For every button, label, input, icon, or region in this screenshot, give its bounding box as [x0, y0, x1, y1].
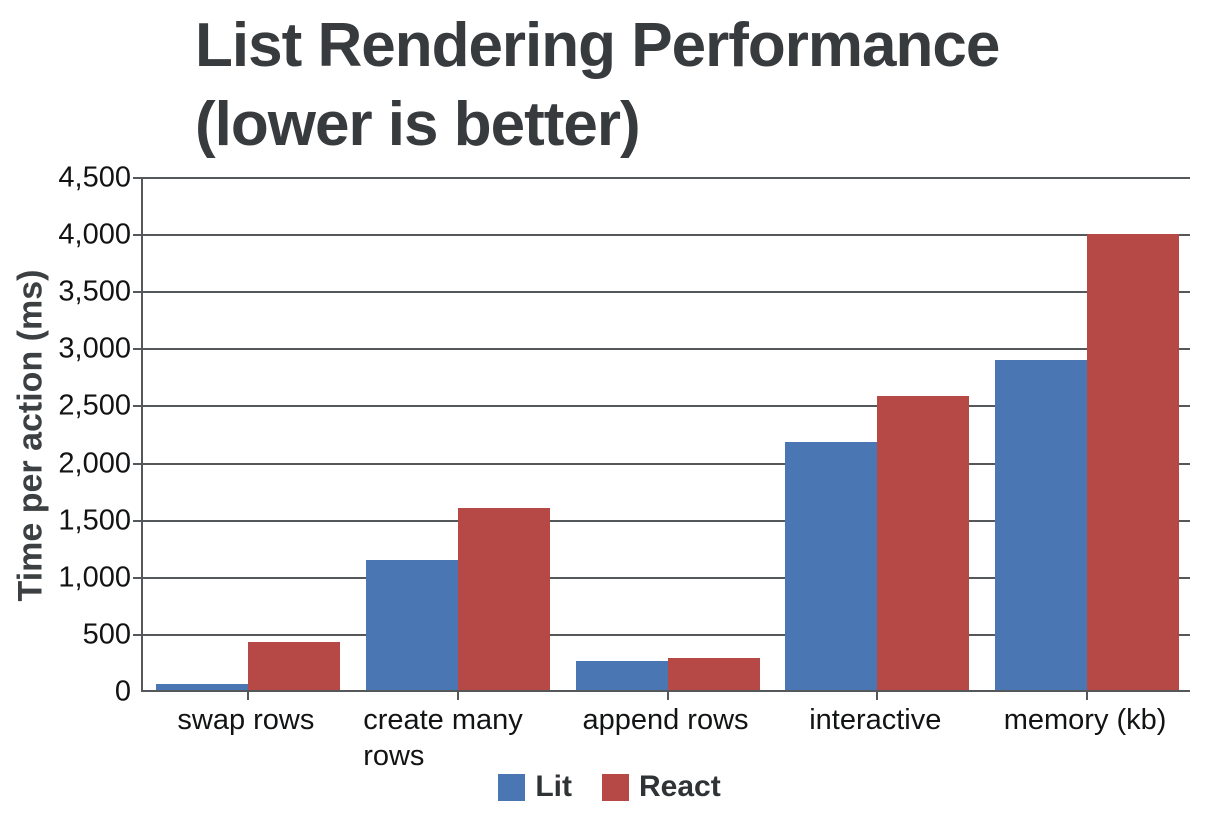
x-tick-swap-rows: [246, 692, 249, 700]
x-label-memory-kb: memory (kb): [1003, 704, 1167, 736]
bar-lit-swap-rows: [155, 684, 248, 690]
gridline-1000: [133, 576, 1190, 579]
gridline-2000: [133, 462, 1190, 465]
x-tick-interactive: [876, 692, 879, 700]
chart-title: List Rendering Performance (lower is bet…: [195, 6, 1000, 164]
x-label-create-many-rows: create many rows: [363, 704, 523, 772]
bar-lit-append-rows: [575, 661, 668, 690]
bar-lit-interactive: [785, 442, 878, 690]
bar-react-create-many-rows: [457, 508, 550, 690]
bar-react-memory-kb: [1087, 234, 1180, 690]
legend-label-lit: Lit: [535, 770, 572, 803]
x-axis-labels: swap rows create many rows append rows inte…: [141, 702, 1190, 774]
x-label-cell-memory-kb: memory (kb): [980, 702, 1190, 774]
x-label-interactive: interactive: [809, 704, 942, 736]
legend-item-lit: Lit: [498, 770, 572, 804]
y-tick-label-500: 500: [82, 618, 131, 651]
bar-lit-memory-kb: [995, 359, 1088, 690]
gridline-1500: [133, 519, 1190, 522]
y-tick-label-1500: 1,500: [58, 504, 131, 537]
x-label-swap-rows: swap rows: [177, 704, 315, 736]
bar-lit-create-many-rows: [365, 559, 458, 690]
x-label-append-rows: append rows: [582, 704, 749, 736]
x-tick-create-many-rows: [456, 692, 459, 700]
y-tick-label-3500: 3,500: [58, 275, 131, 308]
x-tick-append-rows: [666, 692, 669, 700]
x-label-cell-create-many-rows: create many rows: [351, 702, 561, 774]
gridline-4000: [133, 234, 1190, 237]
gridline-500: [133, 633, 1190, 636]
legend-swatch-react: [601, 773, 629, 801]
legend: Lit React: [0, 770, 1219, 804]
plot-area: [133, 177, 1190, 700]
x-label-cell-interactive: interactive: [770, 702, 980, 774]
y-tick-label-4500: 4,500: [58, 161, 131, 194]
y-tick-label-0: 0: [114, 675, 131, 708]
y-axis-tick-labels: 0 500 1,000 1,500 2,000 2,500 3,000 3,500 4,000 4…: [0, 162, 131, 708]
chart-title-line2: (lower is better): [195, 90, 641, 159]
legend-label-react: React: [638, 770, 721, 803]
y-tick-label-1000: 1,000: [58, 561, 131, 594]
gridline-2500: [133, 405, 1190, 408]
x-label-cell-swap-rows: swap rows: [141, 702, 351, 774]
chart-title-line1: List Rendering Performance: [195, 11, 1000, 80]
legend-swatch-lit: [498, 773, 526, 801]
bar-react-swap-rows: [247, 642, 340, 690]
gridline-4500: [133, 177, 1190, 179]
y-tick-label-4000: 4,000: [58, 218, 131, 251]
y-tick-label-3000: 3,000: [58, 332, 131, 365]
x-tick-memory-kb: [1086, 692, 1089, 700]
y-tick-label-2500: 2,500: [58, 389, 131, 422]
gridline-3000: [133, 348, 1190, 351]
x-label-cell-append-rows: append rows: [561, 702, 771, 774]
gridline-3500: [133, 291, 1190, 294]
bar-react-append-rows: [667, 658, 760, 690]
y-tick-label-2000: 2,000: [58, 447, 131, 480]
bar-react-interactive: [877, 396, 970, 690]
legend-item-react: React: [601, 770, 721, 804]
